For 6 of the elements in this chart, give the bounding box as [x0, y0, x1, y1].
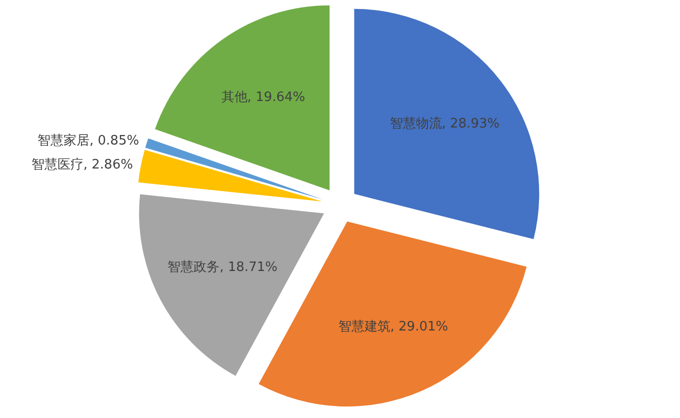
slice-label: 其他, 19.64% — [221, 90, 306, 105]
slice-label: 智慧建筑, 29.01% — [338, 320, 448, 335]
slice-label: 智慧物流, 28.93% — [390, 115, 500, 132]
slice-label: 智慧医疗, 2.86% — [31, 157, 133, 172]
slice-label: 智慧政务, 18.71% — [168, 260, 278, 275]
slice-label: 智慧家居, 0.85% — [38, 132, 140, 149]
